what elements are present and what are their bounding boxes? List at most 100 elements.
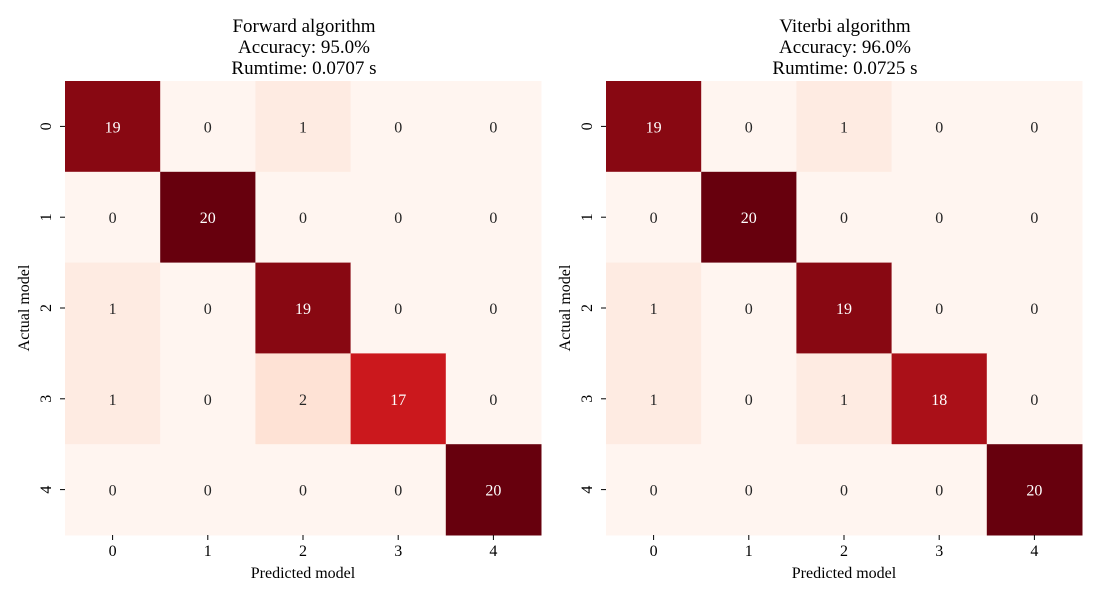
heatmap-cell (445, 81, 542, 173)
y-tick-label: 4 (579, 486, 596, 494)
cell-value-label: 0 (489, 119, 497, 136)
cell-value-label: 0 (489, 210, 497, 227)
cell-value-label: 1 (840, 392, 848, 409)
cell-value-label: 20 (1026, 483, 1042, 500)
cell-value-label: 0 (935, 119, 943, 136)
cell-value-label: 19 (295, 301, 311, 318)
cell-value-label: 0 (1030, 301, 1038, 318)
heatmap-cell (701, 353, 797, 445)
x-tick-label: 3 (935, 543, 943, 560)
heatmap-cell (796, 81, 893, 173)
cell-value-label: 17 (390, 392, 406, 409)
heatmap-cell (796, 171, 893, 264)
y-tick-label: 0 (38, 122, 55, 130)
cell-value-label: 0 (394, 483, 402, 500)
heatmap-cell (350, 81, 447, 173)
cell-value-label: 1 (840, 119, 848, 136)
heatmap-cell (796, 262, 893, 354)
heatmap-cell (701, 171, 797, 264)
chart-title-line: Forward algorithm (232, 16, 375, 37)
heatmap-cell (255, 81, 352, 173)
heatmap-cell (160, 171, 256, 264)
cell-value-label: 0 (745, 483, 753, 500)
cell-value-label: 1 (109, 301, 117, 318)
y-axis-title: Actual model (16, 264, 33, 351)
cell-value-label: 0 (109, 483, 117, 500)
cell-value-label: 2 (299, 392, 307, 409)
cell-value-label: 0 (745, 301, 753, 318)
heatmap-cell (891, 171, 988, 264)
heatmap-cell (255, 444, 352, 536)
heatmap-cell (606, 171, 702, 264)
cell-value-label: 0 (935, 301, 943, 318)
x-tick-label: 0 (650, 543, 658, 560)
heatmap-cell (65, 171, 161, 264)
cell-value-label: 0 (204, 392, 212, 409)
heatmap-cell (445, 262, 542, 354)
y-axis-title: Actual model (557, 264, 574, 351)
y-tick-label: 1 (579, 213, 596, 221)
heatmap-cell (350, 171, 447, 264)
chart-title-line: Accuracy: 95.0% (238, 37, 370, 58)
cell-value-label: 0 (394, 210, 402, 227)
cell-value-label: 0 (394, 119, 402, 136)
x-tick-label: 2 (299, 543, 307, 560)
y-tick-label: 4 (38, 486, 55, 494)
x-axis-title: Predicted model (251, 565, 356, 582)
heatmap-cell (986, 81, 1083, 173)
heatmap-cell (986, 353, 1083, 445)
heatmap-cell (65, 81, 161, 173)
cell-value-label: 20 (485, 483, 501, 500)
cell-value-label: 0 (745, 119, 753, 136)
cell-value-label: 19 (646, 119, 662, 136)
x-tick-label: 1 (745, 543, 753, 560)
heatmap-cell (891, 81, 988, 173)
chart-title-line: Rumtime: 0.0707 s (231, 58, 376, 79)
heatmap-cell (65, 353, 161, 445)
heatmap-cell (160, 444, 256, 536)
cell-value-label: 0 (840, 210, 848, 227)
heatmap-cell (255, 262, 352, 354)
x-tick-label: 4 (1030, 543, 1038, 560)
cell-value-label: 0 (394, 301, 402, 318)
heatmap-cell (445, 444, 542, 536)
heatmap-cell (65, 262, 161, 354)
heatmap-cell (350, 262, 447, 354)
chart-title-line: Accuracy: 96.0% (779, 37, 911, 58)
cell-value-label: 0 (1030, 210, 1038, 227)
x-tick-label: 0 (109, 543, 117, 560)
y-tick-label: 3 (38, 395, 55, 403)
y-tick-label: 0 (579, 122, 596, 130)
heatmap-cell (701, 444, 797, 536)
cell-value-label: 0 (299, 210, 307, 227)
heatmap-cell (255, 353, 352, 445)
cell-value-label: 0 (935, 483, 943, 500)
heatmap-panel-0: 19 0 1 0 0 0 20 0 0 0 1 0 19 0 0 1 0 2 17 0 0 0 0 0 20 0 1 2 3 4 0 1 2 3 4… (16, 16, 542, 582)
cell-value-label: 19 (836, 301, 852, 318)
cell-value-label: 0 (204, 119, 212, 136)
heatmap-panel-1: 19 0 1 0 0 0 20 0 0 0 1 0 19 0 0 1 0 1 18 0 0 0 0 0 20 0 1 2 3 4 0 1 2 3 4… (557, 16, 1083, 582)
cell-value-label: 0 (489, 392, 497, 409)
cell-value-label: 1 (299, 119, 307, 136)
heatmap-cell (160, 353, 256, 445)
heatmap-cell (160, 262, 256, 354)
heatmap-cell (606, 444, 702, 536)
cell-value-label: 1 (650, 392, 658, 409)
heatmap-cell (891, 444, 988, 536)
heatmap-cell (986, 262, 1083, 354)
cell-value-label: 0 (1030, 119, 1038, 136)
cell-value-label: 0 (1030, 392, 1038, 409)
heatmap-cell (350, 444, 447, 536)
heatmap-cell (986, 171, 1083, 264)
cell-value-label: 0 (745, 392, 753, 409)
heatmap-cell (606, 262, 702, 354)
cell-value-label: 0 (935, 210, 943, 227)
cell-value-label: 0 (840, 483, 848, 500)
heatmap-cell (350, 353, 447, 445)
heatmap-cell (796, 353, 893, 445)
heatmap-cell (65, 444, 161, 536)
heatmap-cell (701, 262, 797, 354)
cell-value-label: 0 (489, 301, 497, 318)
